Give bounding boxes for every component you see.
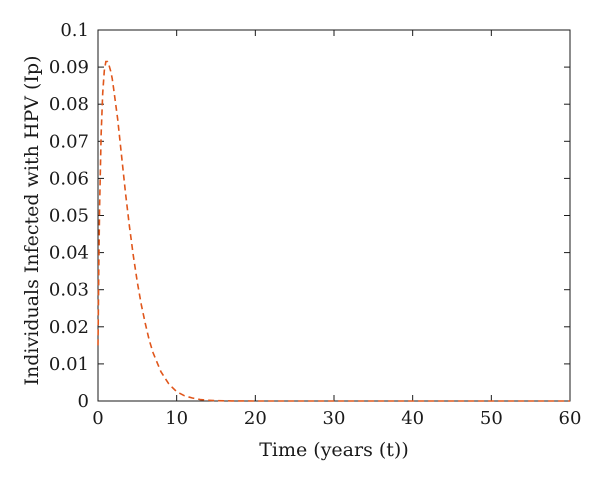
y-tick-label: 0.05: [49, 206, 89, 227]
x-tick-label: 30: [323, 408, 346, 429]
y-tick-label: 0.08: [49, 94, 89, 115]
x-axis: 0 10 20 30 40 50 60: [92, 30, 581, 429]
plot-area: [97, 29, 571, 402]
x-tick-label: 20: [244, 408, 267, 429]
y-tick-label: 0.02: [49, 317, 89, 338]
y-tick-label: 0.1: [60, 20, 89, 41]
x-axis-label: Time (years (t)): [259, 439, 409, 461]
y-tick-label: 0: [78, 391, 89, 412]
x-tick-label: 60: [559, 408, 582, 429]
plot-frame: [97, 29, 571, 402]
x-tick-label: 50: [480, 408, 503, 429]
y-axis: 0 0.01 0.02 0.03 0.04 0.05 0.06 0.07 0.08 0.09 0.1: [49, 20, 570, 412]
y-tick-label: 0.04: [49, 243, 89, 264]
y-tick-label: 0.01: [49, 354, 89, 375]
y-tick-label: 0.07: [49, 131, 89, 152]
y-tick-label: 0.06: [49, 168, 89, 189]
y-axis-label: Individuals Infected with HPV (Ip): [21, 56, 43, 386]
y-tick-label: 0.09: [49, 57, 89, 78]
x-tick-label: 40: [401, 408, 424, 429]
y-tick-label: 0.03: [49, 280, 89, 301]
series-line: [97, 60, 570, 402]
series-layer: [97, 60, 570, 402]
x-tick-label: 10: [165, 408, 188, 429]
x-tick-label: 0: [92, 408, 103, 429]
